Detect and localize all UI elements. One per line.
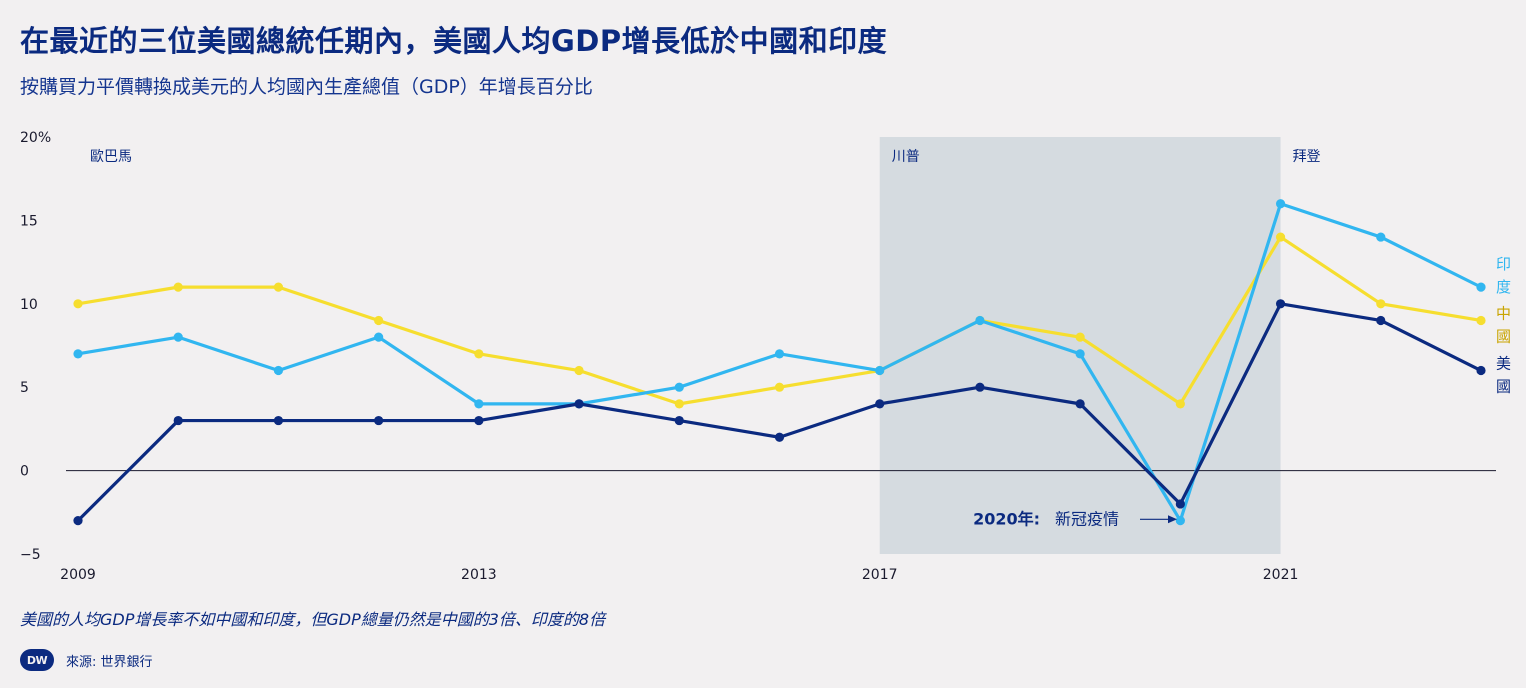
chart-subtitle: 按購買力平價轉換成美元的人均國內生產總值（GDP）年增長百分比 xyxy=(20,76,593,98)
data-point xyxy=(474,349,484,359)
data-point xyxy=(574,365,584,376)
data-point xyxy=(1376,315,1386,326)
presidency-label: 拜登 xyxy=(1293,149,1321,165)
data-point xyxy=(474,399,484,409)
data-point xyxy=(1075,332,1085,342)
series-label: 國 xyxy=(1496,378,1511,396)
y-tick-label: 5 xyxy=(20,380,29,396)
series-label: 國 xyxy=(1496,327,1511,345)
data-point xyxy=(1476,315,1486,326)
presidency-shade xyxy=(879,137,1281,554)
source-line: DW 來源: 世界銀行 xyxy=(20,648,153,672)
data-point xyxy=(474,415,484,426)
y-tick-label: 10 xyxy=(20,297,38,313)
data-point xyxy=(1175,399,1185,409)
data-point xyxy=(73,299,83,309)
data-point xyxy=(674,382,684,392)
series-label: 美 xyxy=(1496,355,1511,373)
data-point xyxy=(273,282,284,292)
data-point xyxy=(173,332,183,342)
data-point xyxy=(1175,499,1185,509)
data-point xyxy=(875,399,885,409)
source-label: 來源: 世界銀行 xyxy=(66,654,153,670)
data-point xyxy=(1476,282,1486,292)
x-tick-label: 2021 xyxy=(1263,567,1299,583)
data-point xyxy=(1275,199,1286,209)
data-point xyxy=(574,399,584,409)
presidency-label: 歐巴馬 xyxy=(90,149,132,165)
series-label: 度 xyxy=(1496,278,1511,296)
chart-title: 在最近的三位美國總統任期內，美國人均GDP增長低於中國和印度 xyxy=(20,24,888,58)
data-point xyxy=(1376,232,1386,242)
data-point xyxy=(774,349,785,359)
x-tick-label: 2009 xyxy=(60,567,96,583)
data-point xyxy=(975,315,985,326)
x-tick-label: 2017 xyxy=(862,567,898,583)
annotation-text: 新冠疫情 xyxy=(1055,509,1119,528)
data-point xyxy=(1376,299,1386,309)
y-tick-label: 20% xyxy=(20,130,51,146)
series-label: 印 xyxy=(1496,255,1511,273)
data-point xyxy=(273,365,284,376)
x-tick-label: 2013 xyxy=(461,567,497,583)
data-point xyxy=(273,415,284,426)
data-point xyxy=(173,282,183,292)
data-point xyxy=(975,382,985,392)
data-point xyxy=(73,349,83,359)
data-point xyxy=(1275,232,1286,242)
data-point xyxy=(1476,365,1486,376)
y-tick-label: 15 xyxy=(20,213,38,229)
data-point xyxy=(374,415,384,426)
data-point xyxy=(374,332,384,342)
data-point xyxy=(875,365,885,376)
annotation-year: 2020年: xyxy=(973,509,1040,528)
y-tick-label: 0 xyxy=(20,464,29,480)
data-point xyxy=(674,399,684,409)
data-point xyxy=(674,415,684,426)
presidency-label: 川普 xyxy=(892,149,920,165)
chart-footnote: 美國的人均GDP增長率不如中國和印度，但GDP總量仍然是中國的3倍、印度的8倍 xyxy=(20,610,606,629)
annotation-arrow-head xyxy=(1168,515,1177,524)
data-point xyxy=(1075,349,1085,359)
data-point xyxy=(173,415,183,426)
data-point xyxy=(1075,399,1085,409)
dw-logo: DW xyxy=(20,649,54,671)
data-point xyxy=(374,315,384,326)
data-point xyxy=(1275,299,1286,309)
data-point xyxy=(774,432,785,442)
y-tick-label: −5 xyxy=(20,547,41,563)
data-point xyxy=(774,382,785,392)
series-label: 中 xyxy=(1496,304,1511,322)
data-point xyxy=(73,516,83,526)
data-point xyxy=(1175,516,1185,526)
